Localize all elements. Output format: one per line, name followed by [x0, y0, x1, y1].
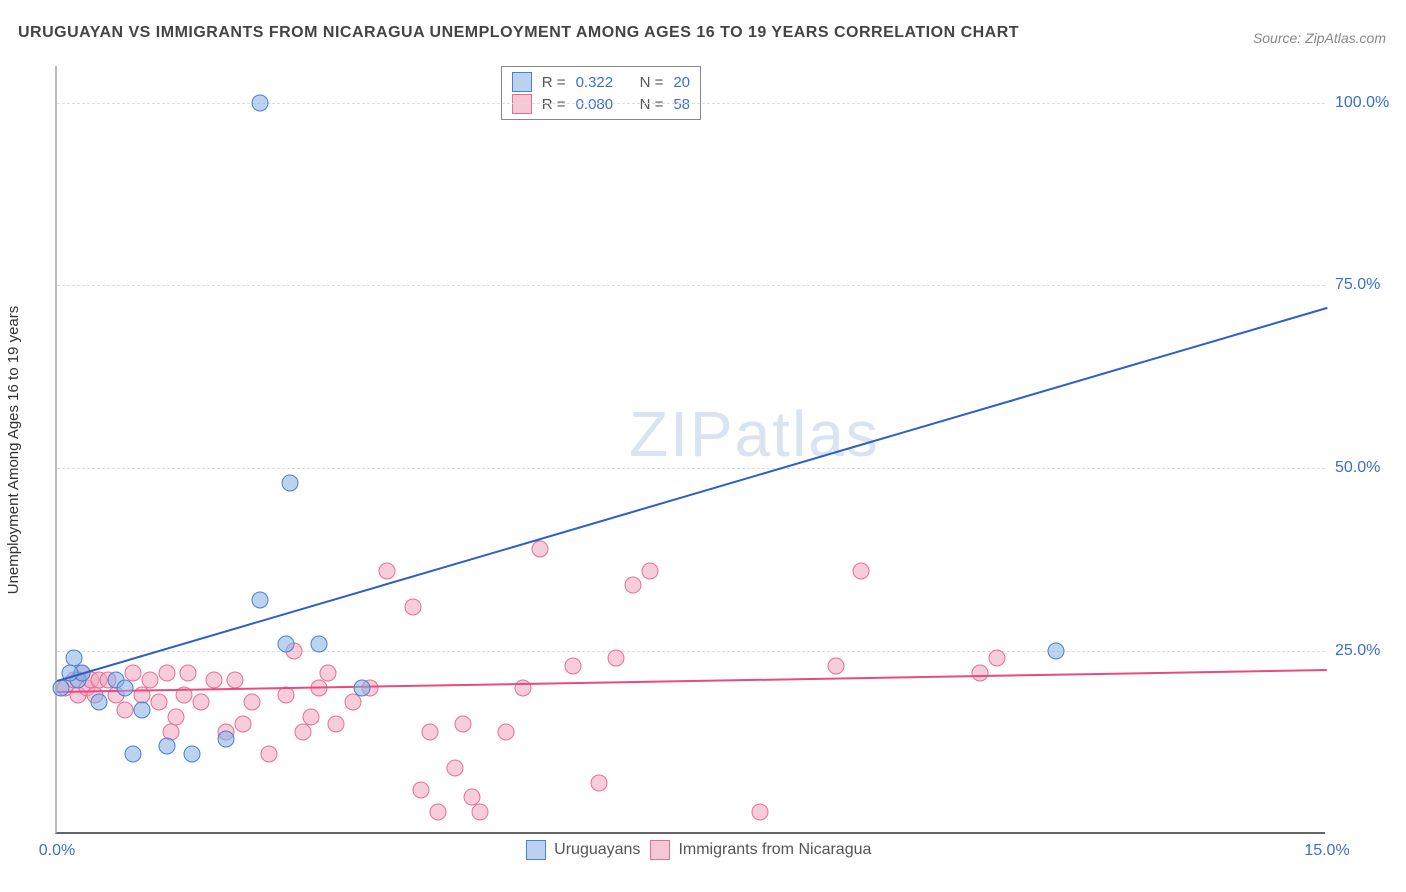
nicaragua-marker — [205, 672, 222, 689]
gridline — [57, 651, 1325, 652]
nicaragua-marker — [167, 708, 184, 725]
watermark: ZIPatlas — [629, 397, 880, 471]
uruguay-marker — [184, 745, 201, 762]
legend-series-item: Immigrants from Nicaragua — [650, 840, 871, 860]
legend-correlation: R = 0.322 N = 20 R = 0.080 N = 58 — [501, 66, 701, 120]
nicaragua-marker — [827, 657, 844, 674]
nicaragua-marker — [180, 665, 197, 682]
nicaragua-marker — [142, 672, 159, 689]
legend-swatch — [650, 840, 670, 860]
nicaragua-marker — [328, 716, 345, 733]
uruguay-marker — [91, 694, 108, 711]
legend-r-value: 0.080 — [576, 96, 630, 113]
nicaragua-marker — [226, 672, 243, 689]
uruguay-trendline — [57, 307, 1328, 682]
nicaragua-marker — [531, 540, 548, 557]
nicaragua-marker — [379, 562, 396, 579]
uruguay-marker — [252, 94, 269, 111]
legend-r-value: 0.322 — [576, 74, 630, 91]
nicaragua-marker — [641, 562, 658, 579]
x-tick-label: 0.0% — [39, 842, 75, 860]
legend-n-value: 58 — [673, 96, 690, 113]
nicaragua-marker — [150, 694, 167, 711]
legend-row: R = 0.080 N = 58 — [512, 93, 690, 115]
legend-n-label: N = — [640, 96, 664, 113]
nicaragua-marker — [260, 745, 277, 762]
nicaragua-marker — [303, 708, 320, 725]
legend-swatch — [512, 72, 532, 92]
watermark-strong: ZIP — [629, 398, 735, 470]
legend-swatch — [526, 840, 546, 860]
uruguay-marker — [1048, 643, 1065, 660]
uruguay-marker — [252, 591, 269, 608]
uruguay-marker — [353, 679, 370, 696]
legend-r-label: R = — [542, 96, 566, 113]
legend-n-label: N = — [640, 74, 664, 91]
uruguay-marker — [277, 635, 294, 652]
nicaragua-marker — [497, 723, 514, 740]
nicaragua-marker — [192, 694, 209, 711]
nicaragua-marker — [472, 804, 489, 821]
chart-title: URUGUAYAN VS IMMIGRANTS FROM NICARAGUA U… — [18, 24, 1019, 42]
nicaragua-marker — [421, 723, 438, 740]
gridline — [57, 285, 1325, 286]
y-axis-label: Unemployment Among Ages 16 to 19 years — [5, 306, 22, 595]
uruguay-marker — [218, 730, 235, 747]
legend-series-label: Uruguayans — [554, 841, 640, 859]
nicaragua-marker — [235, 716, 252, 733]
uruguay-marker — [159, 738, 176, 755]
correlation-chart: URUGUAYAN VS IMMIGRANTS FROM NICARAGUA U… — [0, 0, 1406, 892]
nicaragua-trendline — [57, 669, 1327, 693]
gridline — [57, 468, 1325, 469]
nicaragua-marker — [294, 723, 311, 740]
legend-series-label: Immigrants from Nicaragua — [678, 841, 871, 859]
nicaragua-marker — [446, 760, 463, 777]
source-attribution: Source: ZipAtlas.com — [1253, 30, 1386, 46]
nicaragua-marker — [607, 650, 624, 667]
nicaragua-marker — [514, 679, 531, 696]
uruguay-marker — [116, 679, 133, 696]
legend-row: R = 0.322 N = 20 — [512, 71, 690, 93]
legend-swatch — [512, 94, 532, 114]
gridline — [57, 103, 1325, 104]
y-tick-label: 100.0% — [1335, 94, 1395, 112]
uruguay-marker — [125, 745, 142, 762]
nicaragua-marker — [971, 665, 988, 682]
nicaragua-marker — [853, 562, 870, 579]
uruguay-marker — [53, 679, 70, 696]
y-tick-label: 75.0% — [1335, 276, 1395, 294]
plot-area: ZIPatlas R =0.322N =20R =0.080N =58 Urug… — [55, 66, 1325, 834]
nicaragua-marker — [345, 694, 362, 711]
nicaragua-marker — [751, 804, 768, 821]
nicaragua-marker — [988, 650, 1005, 667]
x-tick-label: 15.0% — [1304, 842, 1349, 860]
nicaragua-marker — [404, 599, 421, 616]
uruguay-marker — [133, 701, 150, 718]
legend-r-label: R = — [542, 74, 566, 91]
nicaragua-marker — [624, 577, 641, 594]
legend-n-value: 20 — [673, 74, 690, 91]
nicaragua-marker — [413, 782, 430, 799]
nicaragua-marker — [319, 665, 336, 682]
uruguay-marker — [281, 474, 298, 491]
nicaragua-marker — [159, 665, 176, 682]
nicaragua-marker — [430, 804, 447, 821]
legend-series-item: Uruguayans — [526, 840, 640, 860]
y-tick-label: 50.0% — [1335, 459, 1395, 477]
nicaragua-marker — [565, 657, 582, 674]
legend-series: Uruguayans Immigrants from Nicaragua — [526, 840, 871, 860]
nicaragua-marker — [116, 701, 133, 718]
nicaragua-marker — [243, 694, 260, 711]
y-tick-label: 25.0% — [1335, 642, 1395, 660]
nicaragua-marker — [455, 716, 472, 733]
uruguay-marker — [311, 635, 328, 652]
nicaragua-marker — [590, 774, 607, 791]
